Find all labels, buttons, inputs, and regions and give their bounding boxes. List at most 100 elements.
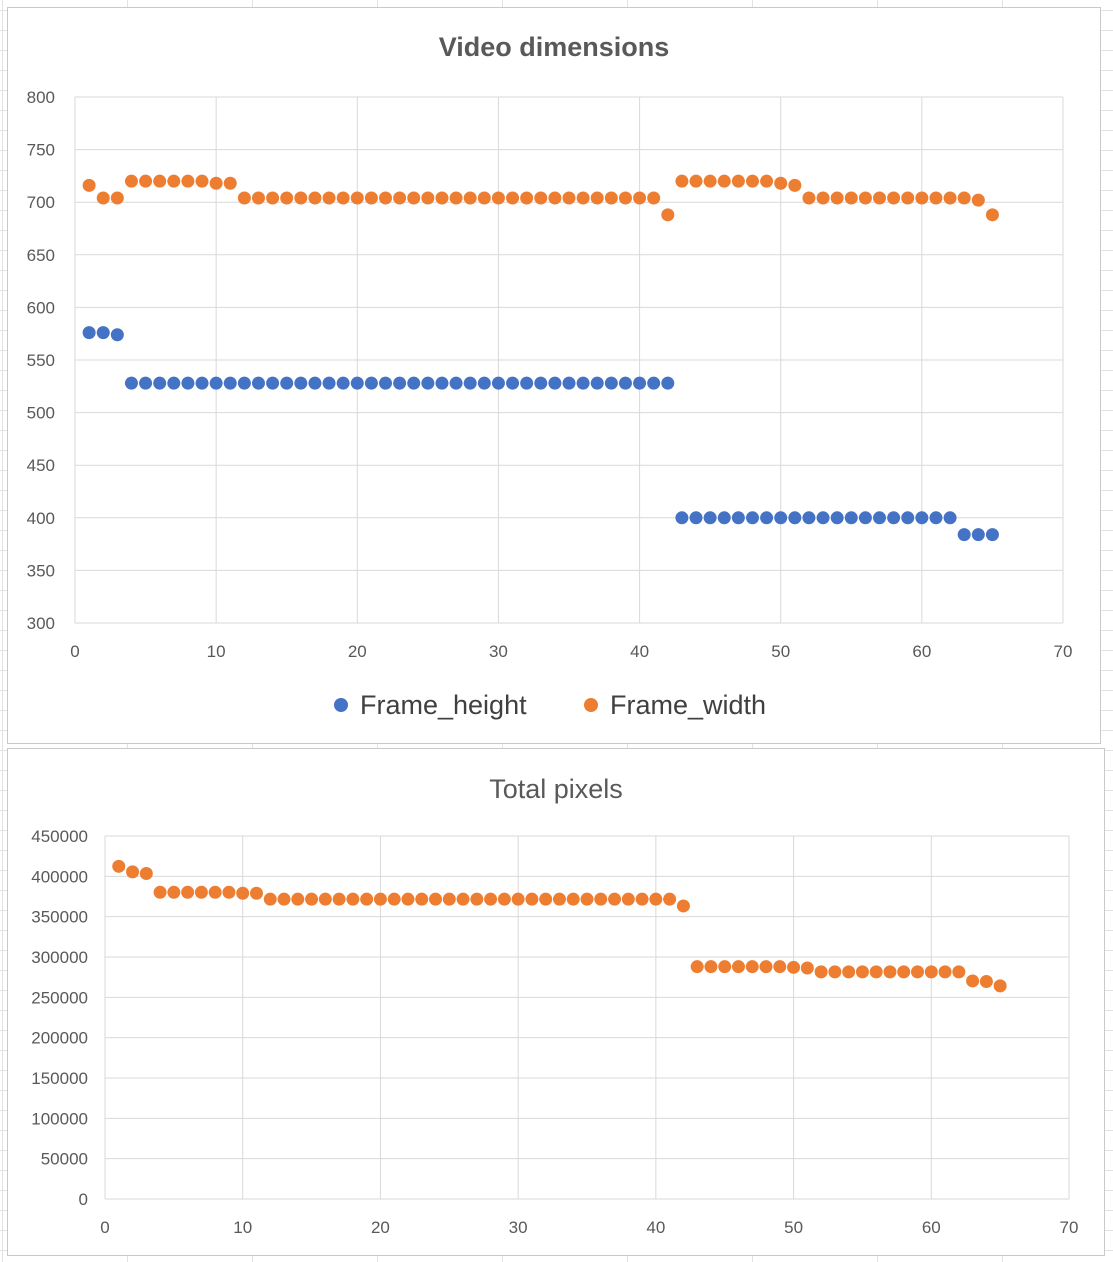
legend[interactable]: Frame_height Frame_width bbox=[334, 690, 766, 720]
point-frame-height[interactable] bbox=[534, 376, 548, 390]
point-total-pixels[interactable] bbox=[635, 892, 649, 906]
point-total-pixels[interactable] bbox=[401, 892, 415, 906]
point-frame-height[interactable] bbox=[407, 376, 421, 390]
point-frame-height[interactable] bbox=[393, 376, 407, 390]
point-frame-height[interactable] bbox=[604, 376, 618, 390]
point-total-pixels[interactable] bbox=[484, 892, 498, 906]
point-frame-width[interactable] bbox=[223, 176, 237, 190]
point-total-pixels[interactable] bbox=[208, 885, 222, 899]
point-frame-width[interactable] bbox=[661, 208, 675, 222]
point-frame-width[interactable] bbox=[717, 174, 731, 188]
point-total-pixels[interactable] bbox=[318, 892, 332, 906]
point-frame-width[interactable] bbox=[774, 176, 788, 190]
point-frame-height[interactable] bbox=[506, 376, 520, 390]
point-frame-width[interactable] bbox=[308, 191, 322, 205]
point-total-pixels[interactable] bbox=[814, 965, 828, 979]
point-total-pixels[interactable] bbox=[373, 892, 387, 906]
point-total-pixels[interactable] bbox=[194, 885, 208, 899]
point-frame-width[interactable] bbox=[703, 174, 717, 188]
point-frame-width[interactable] bbox=[915, 191, 929, 205]
point-frame-height[interactable] bbox=[520, 376, 534, 390]
point-frame-height[interactable] bbox=[760, 511, 774, 525]
point-frame-width[interactable] bbox=[124, 174, 138, 188]
point-frame-width[interactable] bbox=[266, 191, 280, 205]
point-total-pixels[interactable] bbox=[979, 975, 993, 989]
point-frame-height[interactable] bbox=[802, 511, 816, 525]
point-frame-height[interactable] bbox=[167, 376, 181, 390]
point-frame-height[interactable] bbox=[915, 511, 929, 525]
point-frame-width[interactable] bbox=[590, 191, 604, 205]
point-total-pixels[interactable] bbox=[608, 892, 622, 906]
point-frame-width[interactable] bbox=[745, 174, 759, 188]
point-total-pixels[interactable] bbox=[773, 960, 787, 974]
point-total-pixels[interactable] bbox=[525, 892, 539, 906]
point-total-pixels[interactable] bbox=[676, 899, 690, 913]
point-frame-height[interactable] bbox=[463, 376, 477, 390]
point-frame-width[interactable] bbox=[760, 174, 774, 188]
point-frame-width[interactable] bbox=[802, 191, 816, 205]
point-total-pixels[interactable] bbox=[360, 892, 374, 906]
point-frame-width[interactable] bbox=[858, 191, 872, 205]
point-frame-width[interactable] bbox=[336, 191, 350, 205]
point-total-pixels[interactable] bbox=[277, 892, 291, 906]
point-total-pixels[interactable] bbox=[346, 892, 360, 906]
point-frame-height[interactable] bbox=[957, 528, 971, 542]
video-dimensions-chart[interactable]: Video dimensions 300 350 400 450 500 550 600 65… bbox=[7, 7, 1101, 744]
point-total-pixels[interactable] bbox=[842, 965, 856, 979]
point-frame-width[interactable] bbox=[943, 191, 957, 205]
point-total-pixels[interactable] bbox=[897, 965, 911, 979]
point-frame-height[interactable] bbox=[675, 511, 689, 525]
point-frame-height[interactable] bbox=[110, 328, 124, 342]
point-total-pixels[interactable] bbox=[704, 960, 718, 974]
point-frame-width[interactable] bbox=[463, 191, 477, 205]
point-frame-width[interactable] bbox=[322, 191, 336, 205]
point-frame-height[interactable] bbox=[971, 528, 985, 542]
point-total-pixels[interactable] bbox=[938, 965, 952, 979]
point-total-pixels[interactable] bbox=[456, 892, 470, 906]
point-frame-height[interactable] bbox=[266, 376, 280, 390]
point-frame-height[interactable] bbox=[280, 376, 294, 390]
point-total-pixels[interactable] bbox=[621, 892, 635, 906]
point-frame-height[interactable] bbox=[901, 511, 915, 525]
point-frame-width[interactable] bbox=[449, 191, 463, 205]
point-frame-width[interactable] bbox=[379, 191, 393, 205]
point-total-pixels[interactable] bbox=[869, 965, 883, 979]
point-frame-width[interactable] bbox=[195, 174, 209, 188]
point-frame-width[interactable] bbox=[153, 174, 167, 188]
point-frame-height[interactable] bbox=[830, 511, 844, 525]
point-frame-height[interactable] bbox=[985, 528, 999, 542]
point-total-pixels[interactable] bbox=[800, 961, 814, 975]
point-frame-width[interactable] bbox=[82, 178, 96, 192]
point-frame-width[interactable] bbox=[618, 191, 632, 205]
point-frame-width[interactable] bbox=[985, 208, 999, 222]
point-total-pixels[interactable] bbox=[966, 974, 980, 988]
point-frame-width[interactable] bbox=[816, 191, 830, 205]
point-frame-height[interactable] bbox=[774, 511, 788, 525]
point-total-pixels[interactable] bbox=[855, 965, 869, 979]
point-frame-width[interactable] bbox=[393, 191, 407, 205]
point-frame-width[interactable] bbox=[788, 178, 802, 192]
point-frame-height[interactable] bbox=[647, 376, 661, 390]
point-frame-width[interactable] bbox=[562, 191, 576, 205]
point-total-pixels[interactable] bbox=[291, 892, 305, 906]
point-frame-width[interactable] bbox=[604, 191, 618, 205]
point-frame-width[interactable] bbox=[506, 191, 520, 205]
point-frame-width[interactable] bbox=[209, 176, 223, 190]
point-frame-height[interactable] bbox=[435, 376, 449, 390]
point-frame-width[interactable] bbox=[491, 191, 505, 205]
point-frame-height[interactable] bbox=[731, 511, 745, 525]
point-frame-height[interactable] bbox=[844, 511, 858, 525]
point-frame-height[interactable] bbox=[618, 376, 632, 390]
total-pixels-chart[interactable]: Total pixels 0 50000 100000 150000 200000 250… bbox=[7, 748, 1105, 1256]
point-frame-width[interactable] bbox=[237, 191, 251, 205]
point-frame-height[interactable] bbox=[703, 511, 717, 525]
point-frame-width[interactable] bbox=[873, 191, 887, 205]
point-frame-width[interactable] bbox=[675, 174, 689, 188]
point-frame-height[interactable] bbox=[943, 511, 957, 525]
point-frame-height[interactable] bbox=[294, 376, 308, 390]
point-total-pixels[interactable] bbox=[539, 892, 553, 906]
point-frame-height[interactable] bbox=[379, 376, 393, 390]
point-frame-width[interactable] bbox=[421, 191, 435, 205]
point-total-pixels[interactable] bbox=[552, 892, 566, 906]
point-frame-width[interactable] bbox=[520, 191, 534, 205]
